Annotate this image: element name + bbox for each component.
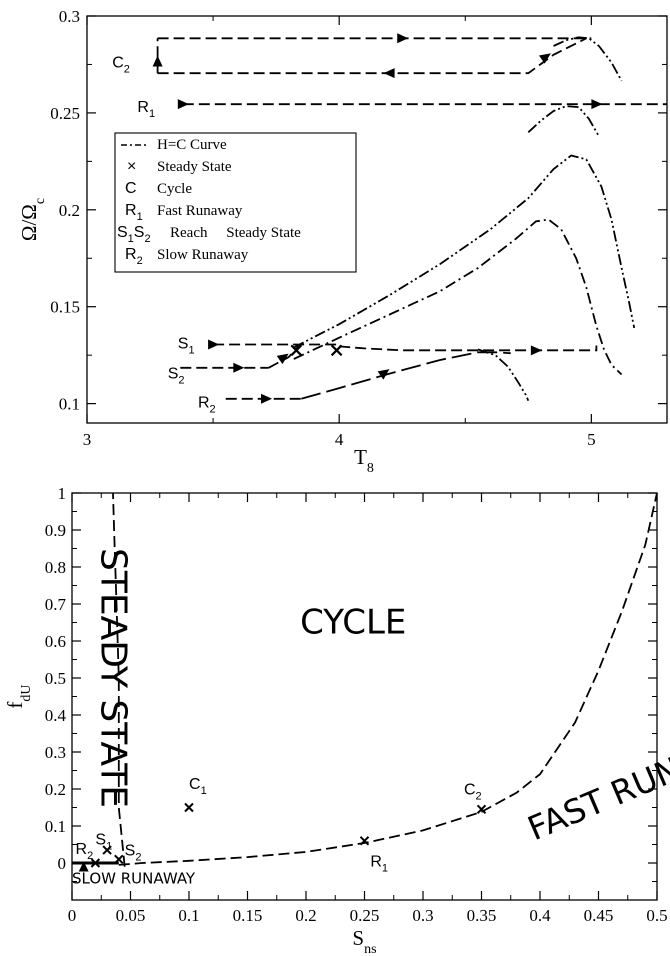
y-tick-label: 0.3 [45,743,66,762]
direction-arrow [591,99,603,110]
y-tick-label: 0.2 [59,201,80,220]
y-tick-label: 0.5 [45,669,66,688]
legend-symbol: S1S2 [117,224,151,245]
chart-top-rotation-vs-temperature: 3 4 50.10.150.20.250.3T8Ω/ΩcC2R1S1S2R2H=C … [17,7,668,476]
x-tick-label: 0.25 [350,906,380,925]
series-line-2 [293,154,636,349]
series-line-6 [157,37,587,75]
y-tick-label: 0.4 [45,706,67,725]
direction-arrow [152,55,163,67]
legend-label: Steady State [157,159,232,175]
direction-arrow [233,362,245,373]
series-line-3 [293,218,623,376]
curve-label-R2: R2 [198,395,216,416]
steady-state-marker [290,344,303,357]
y-tick-label: 0.9 [45,521,66,540]
series-line-4 [477,348,530,402]
series-line-10 [339,345,598,352]
y-tick-label: 1 [58,484,67,503]
point-marker-S2 [114,854,124,865]
x-tick-label: 0.5 [646,906,667,925]
x-tick-label: 4 [335,430,344,449]
region-label-slow-runaway: SLOW RUNAWAY [72,869,196,887]
x-tick-label: 0.05 [116,906,146,925]
point-marker-C2 [476,804,487,815]
y-axis-title: fdU [3,684,34,708]
legend-label: H=C Curve [157,137,227,153]
y-tick-label: 0.2 [45,780,66,799]
direction-arrow [383,68,395,79]
x-tick-label: 0.45 [584,906,614,925]
chart-bottom-phase-diagram: 0 0.05 0.1 0.15 0.2 0.25 0.3 0.35 0.4 0.45 0.5 0 0.1… [3,484,670,956]
legend-label: Reach Steady State [170,225,301,241]
direction-arrow [377,369,390,380]
legend-box [114,132,357,273]
point-marker-S1 [102,845,112,855]
x-tick-label: 0 [68,906,77,925]
series-line-0 [527,105,600,137]
legend-symbol: R1 [125,202,143,223]
fast-runaway-boundary [118,492,658,866]
curve-label-C2: C2 [112,55,130,76]
region-label-steady-state: STEADY STATE [92,548,133,808]
x-axis-title: T8 [354,445,374,476]
legend-label: Slow Runaway [157,247,249,263]
legend-symbol: × [127,158,136,175]
x-tick-label: 0.1 [178,906,199,925]
legend-label: Fast Runaway [157,203,243,219]
y-tick-label: 0.6 [45,632,66,651]
legend-label: Cycle [157,181,192,197]
point-label-C2: C2 [464,782,482,803]
x-tick-label: 0.35 [467,906,497,925]
slow-runaway-triangle-marker [78,861,89,872]
y-tick-label: 0.1 [45,817,66,836]
steady-state-marker [330,344,343,357]
legend-symbol: C [125,180,137,197]
y-tick-label: 0.25 [50,104,80,123]
curve-label-S1: S1 [178,336,195,357]
direction-arrow [276,353,289,365]
curve-label-S2: S2 [168,366,185,387]
legend-symbol: R2 [125,246,143,267]
region-label-fast-runaway: FAST RUNAWAY [522,713,670,848]
direction-arrow [261,393,273,404]
x-tick-label: 0.3 [412,906,433,925]
y-tick-label: 0.3 [59,7,80,26]
point-label-R2: R2 [76,841,94,862]
point-label-C1: C1 [189,776,207,797]
region-label-cycle: CYCLE [300,603,406,643]
steady-state-boundary [112,492,126,867]
plot-frame [86,15,668,424]
x-tick-label: 0.2 [295,906,316,925]
direction-arrow [208,339,220,350]
x-tick-label: 5 [587,430,596,449]
plot-frame [71,492,658,901]
point-label-S1: S1 [95,832,112,853]
point-marker-R2 [90,858,101,868]
y-tick-label: 0.15 [50,298,80,317]
x-tick-label: 0.4 [529,906,551,925]
y-tick-label: 0 [58,854,67,873]
y-tick-label: 0.1 [59,395,80,414]
point-marker-R1 [359,836,370,846]
direction-arrow [538,53,551,64]
x-tick-label: 3 [83,430,92,449]
point-marker-C1 [184,802,194,813]
direction-arrow [397,33,409,44]
series-line-14 [301,351,511,400]
x-axis-title: Sns [352,926,376,956]
x-tick-label: 0.15 [233,906,263,925]
point-label-S2: S2 [125,843,142,864]
y-tick-label: 0.8 [45,558,66,577]
y-tick-label: 0.7 [45,595,67,614]
curve-label-R1: R1 [137,99,155,120]
direction-arrow [530,345,542,356]
series-line-1 [553,36,623,82]
y-axis-title: Ω/Ωc [17,198,48,241]
point-label-R1: R1 [370,854,388,875]
direction-arrow [177,99,189,110]
